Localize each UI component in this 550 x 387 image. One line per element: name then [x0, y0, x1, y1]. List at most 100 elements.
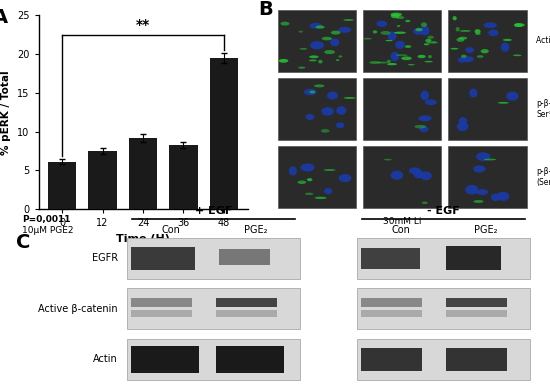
Bar: [126, 339, 300, 380]
Ellipse shape: [396, 54, 408, 56]
Ellipse shape: [474, 200, 483, 203]
Ellipse shape: [310, 41, 324, 50]
Ellipse shape: [394, 32, 406, 34]
Bar: [448, 146, 527, 208]
Ellipse shape: [330, 38, 339, 46]
Ellipse shape: [309, 91, 315, 93]
Bar: [89, 151, 117, 209]
Bar: [361, 298, 422, 307]
Text: - EGF: - EGF: [427, 206, 460, 216]
Ellipse shape: [422, 202, 428, 204]
Text: Active β-catenin: Active β-catenin: [536, 36, 550, 45]
Ellipse shape: [289, 166, 297, 175]
Ellipse shape: [338, 55, 342, 58]
Bar: [363, 78, 441, 140]
Text: Active β-catenin: Active β-catenin: [38, 304, 118, 314]
Ellipse shape: [421, 91, 429, 100]
Text: p-β-catenin
Ser³³/Thr⁴¹: p-β-catenin Ser³³/Thr⁴¹: [536, 99, 550, 118]
Ellipse shape: [336, 59, 339, 61]
Bar: [356, 339, 530, 380]
Bar: [216, 298, 277, 307]
Ellipse shape: [310, 23, 322, 29]
Bar: [356, 288, 530, 329]
Ellipse shape: [305, 193, 314, 195]
Ellipse shape: [427, 36, 434, 39]
Ellipse shape: [306, 114, 314, 120]
Ellipse shape: [321, 107, 334, 116]
Ellipse shape: [476, 189, 488, 195]
Ellipse shape: [413, 28, 424, 35]
Text: Con: Con: [162, 224, 180, 235]
Y-axis label: % pERK / Total: % pERK / Total: [2, 70, 12, 154]
Bar: [278, 146, 356, 208]
Ellipse shape: [388, 31, 397, 41]
Bar: [446, 246, 502, 270]
Bar: [129, 138, 157, 209]
Text: A: A: [0, 8, 8, 27]
Ellipse shape: [373, 30, 377, 33]
Ellipse shape: [331, 31, 340, 34]
Ellipse shape: [460, 30, 471, 32]
Ellipse shape: [456, 38, 464, 42]
Text: C: C: [16, 233, 31, 252]
Bar: [169, 145, 197, 209]
Bar: [361, 248, 421, 269]
Bar: [131, 310, 192, 317]
Ellipse shape: [421, 171, 432, 180]
Ellipse shape: [304, 89, 317, 95]
Ellipse shape: [390, 52, 399, 61]
Text: Actin: Actin: [93, 354, 118, 365]
Ellipse shape: [377, 62, 388, 63]
Ellipse shape: [384, 159, 392, 161]
Bar: [210, 58, 238, 209]
Bar: [48, 162, 76, 209]
Ellipse shape: [469, 89, 477, 98]
Ellipse shape: [396, 16, 404, 19]
Ellipse shape: [344, 97, 356, 99]
Ellipse shape: [483, 22, 497, 28]
Ellipse shape: [514, 23, 522, 27]
Ellipse shape: [387, 63, 397, 65]
Ellipse shape: [513, 55, 521, 56]
Ellipse shape: [477, 55, 483, 58]
Ellipse shape: [324, 50, 335, 54]
Ellipse shape: [309, 60, 317, 62]
Ellipse shape: [419, 115, 432, 121]
Ellipse shape: [397, 25, 400, 27]
Ellipse shape: [500, 43, 509, 52]
Ellipse shape: [339, 174, 351, 182]
Ellipse shape: [498, 102, 509, 104]
Ellipse shape: [415, 125, 426, 128]
Bar: [446, 310, 507, 317]
Ellipse shape: [457, 122, 469, 131]
Ellipse shape: [336, 122, 344, 128]
Bar: [446, 298, 507, 307]
Ellipse shape: [387, 60, 391, 63]
Ellipse shape: [450, 48, 459, 50]
Ellipse shape: [432, 41, 436, 42]
X-axis label: Time (H): Time (H): [116, 234, 170, 243]
Ellipse shape: [414, 170, 424, 178]
Ellipse shape: [307, 179, 311, 181]
Ellipse shape: [428, 42, 438, 43]
Ellipse shape: [321, 129, 329, 133]
Ellipse shape: [473, 165, 486, 173]
Ellipse shape: [503, 39, 512, 41]
Bar: [363, 10, 441, 72]
Text: B: B: [258, 0, 273, 19]
Bar: [361, 310, 422, 317]
Ellipse shape: [425, 39, 432, 43]
Ellipse shape: [421, 22, 427, 27]
Ellipse shape: [298, 180, 306, 184]
Ellipse shape: [323, 169, 336, 171]
Ellipse shape: [316, 26, 324, 29]
Ellipse shape: [300, 163, 315, 171]
Text: PGE₂: PGE₂: [474, 224, 498, 235]
Ellipse shape: [455, 27, 460, 31]
Ellipse shape: [484, 159, 496, 160]
Ellipse shape: [309, 55, 318, 58]
Text: p-β-catenin
(Ser⁴⁵/Thr⁴¹): p-β-catenin (Ser⁴⁵/Thr⁴¹): [536, 168, 550, 187]
Text: 10μM PGE2: 10μM PGE2: [22, 226, 74, 235]
Bar: [219, 249, 270, 265]
Text: P=0,0011: P=0,0011: [22, 215, 70, 224]
